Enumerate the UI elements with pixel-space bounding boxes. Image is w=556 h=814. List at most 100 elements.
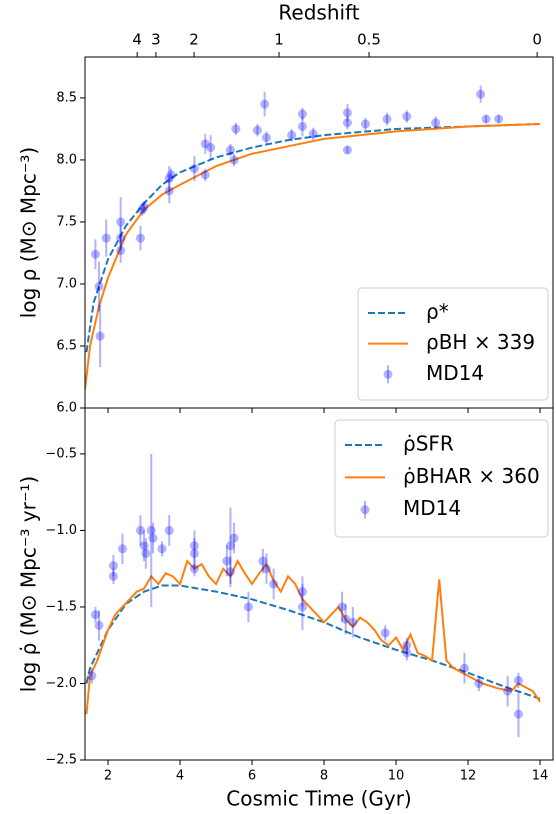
x-tick-label: 12 [460,769,477,784]
data-point [108,571,118,581]
y-tick-label: 6.0 [56,401,77,416]
y-tick-label: −1.5 [45,599,77,614]
data-point [260,99,270,109]
top-tick-label: 1 [274,31,284,49]
data-point [261,564,271,574]
data-point [402,640,412,650]
data-point [513,675,523,685]
top-axis-label: Redshift [278,1,359,25]
data-point [380,628,390,638]
data-point [146,525,156,535]
data-point [189,548,199,558]
data-point [222,556,232,566]
data-point [494,114,504,124]
data-point [87,671,97,681]
y-tick-label: 6.5 [56,338,77,353]
data-point [229,155,239,165]
data-point [139,202,149,212]
data-point [308,129,318,139]
data-point [258,556,268,566]
data-point [95,331,105,341]
data-point [341,614,351,624]
data-point [402,112,412,122]
legend-handle [383,369,393,379]
legend-label: MD14 [426,361,484,385]
x-axis-label: Cosmic Time (Gyr) [226,787,411,811]
data-point [137,205,147,215]
data-point [297,121,307,131]
data-point [513,709,523,719]
data-point [231,124,241,134]
legend-label: ρ* [426,300,449,324]
top-tick-label: 4 [132,31,142,49]
data-point [135,525,145,535]
data-point [261,133,271,143]
data-point [474,678,484,688]
legend-label: MD14 [403,496,461,520]
data-point [503,686,513,696]
y-tick-label: −2.0 [45,676,77,691]
data-point [459,663,469,673]
data-point [402,648,412,658]
data-line [85,122,541,390]
data-point [297,109,307,119]
y-axis-label: log ρ̇ (M⊙ Mpc⁻³ yr⁻¹) [17,476,41,692]
data-point [101,233,111,243]
data-point [135,233,145,243]
top-tick-label: 0 [532,31,542,49]
legend-box [357,287,549,401]
x-tick-label: 14 [532,769,549,784]
data-line [85,584,541,700]
y-tick-label: −1.0 [45,523,77,538]
y-axis-label: log ρ (M⊙ Mpc⁻³) [17,147,41,318]
data-point [348,617,358,627]
data-point [225,567,235,577]
x-tick-label: 2 [104,769,112,784]
data-point [164,186,174,196]
top-tick-label: 0.5 [357,31,381,49]
legend-label: ρBH × 339 [426,330,535,354]
data-point [164,174,174,184]
top-tick-label: 3 [151,31,161,49]
x-tick-label: 6 [248,769,256,784]
data-point [141,548,151,558]
top-tick-label: 2 [189,31,199,49]
data-line [85,558,541,715]
data-point [206,143,216,153]
data-point [337,602,347,612]
x-tick-label: 10 [388,769,405,784]
data-point [360,119,370,129]
data-point [108,561,118,571]
data-point [116,245,126,255]
data-point [200,139,210,149]
data-point [139,541,149,551]
y-tick-label: 7.5 [56,214,77,229]
data-point [94,281,104,291]
data-point [117,544,127,554]
data-point [225,541,235,551]
data-point [431,118,441,128]
y-tick-label: −0.5 [45,446,77,461]
data-point [148,533,158,543]
data-line [85,122,541,353]
data-point [225,145,235,155]
data-point [342,145,352,155]
data-point [342,108,352,118]
y-tick-label: 7.0 [56,276,77,291]
data-point [116,233,126,243]
legend-handle [360,505,370,515]
data-point [116,217,126,227]
data-point [164,525,174,535]
data-point [342,118,352,128]
axes-frame [84,407,554,761]
data-point [382,114,392,124]
legend-label: ρ̇BHAR × 360 [403,464,540,488]
data-point [189,164,199,174]
data-point [297,602,307,612]
data-point [287,130,297,140]
x-tick-label: 8 [320,769,328,784]
data-point [189,564,199,574]
legend-box [334,419,549,538]
data-point [252,125,262,135]
